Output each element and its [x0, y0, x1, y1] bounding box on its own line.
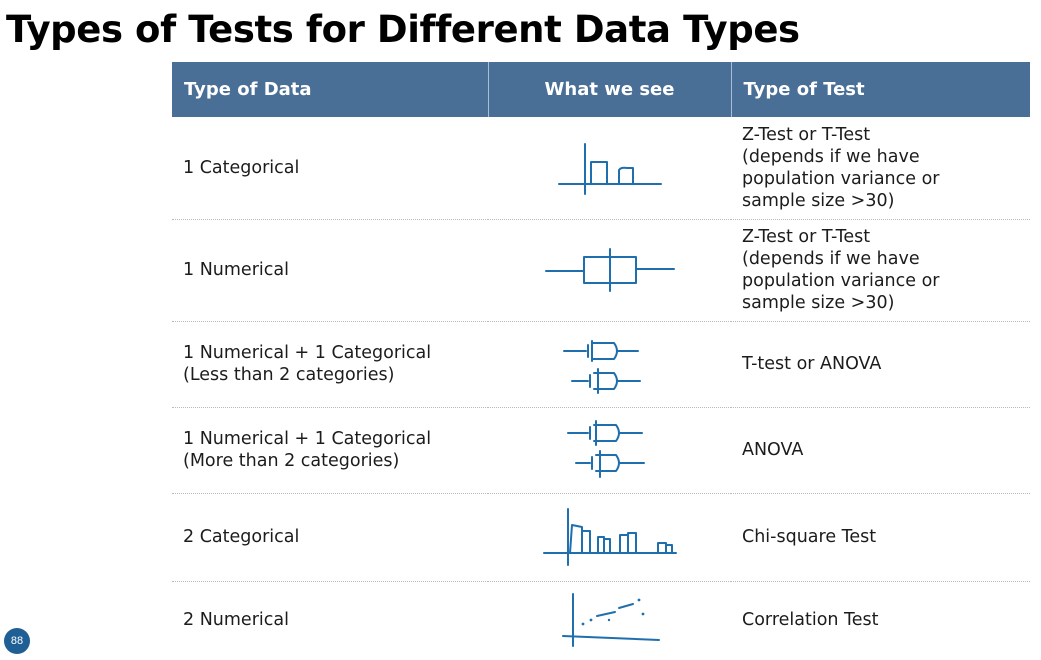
sketch-cell: [488, 581, 731, 659]
tests-table-container: Type of Data What we see Type of Test 1 …: [172, 62, 1030, 659]
header-what-we-see: What we see: [488, 62, 732, 117]
grouped-bar-sketch-icon: [542, 508, 677, 566]
table-row: 2 Numerical Correlation Test: [172, 581, 1030, 659]
test-cell: Z-Test or T-Test (depends if we have pop…: [731, 117, 1030, 220]
table-row: 1 Numerical + 1 Categorical (More than 2…: [172, 407, 1030, 494]
data-type-cell: 1 Numerical + 1 Categorical (Less than 2…: [172, 321, 488, 408]
sketch-cell: [488, 219, 731, 322]
table-row: 1 Numerical + 1 Categorical (Less than 2…: [172, 321, 1030, 408]
two-boxplots-sketch-icon: [566, 420, 645, 478]
table-header-row: Type of Data What we see Type of Test: [172, 62, 1030, 117]
bar-chart-sketch-icon: [557, 142, 662, 195]
sketch-cell: [488, 321, 731, 408]
test-cell: Correlation Test: [742, 610, 879, 631]
scatter-sketch-icon: [561, 593, 660, 648]
test-cell: ANOVA: [731, 407, 1030, 494]
page-number-badge: 88: [4, 628, 30, 654]
sketch-cell: [488, 117, 731, 220]
sketch-cell: [488, 407, 731, 494]
table-row: 1 Categorical Z-Test or T-Test (depends …: [172, 117, 1030, 220]
table-row: 2 Categorical Chi-squa: [172, 493, 1030, 582]
two-boxplots-sketch-icon: [562, 340, 641, 394]
sketch-cell: [488, 493, 731, 582]
slide-title: Types of Tests for Different Data Types: [6, 8, 800, 51]
data-type-cell: 1 Numerical: [172, 219, 488, 322]
data-type-cell: 1 Categorical: [172, 117, 488, 220]
header-type-of-test: Type of Test: [731, 62, 1030, 117]
data-type-cell: 1 Numerical + 1 Categorical (More than 2…: [172, 407, 488, 494]
test-cell: Chi-square Test: [731, 493, 1030, 582]
test-cell: Z-Test or T-Test (depends if we have pop…: [731, 219, 1030, 322]
tests-table: Type of Data What we see Type of Test 1 …: [172, 62, 1030, 659]
test-cell: T-test or ANOVA: [731, 321, 1030, 408]
boxplot-sketch-icon: [544, 248, 675, 292]
data-type-cell: 2 Numerical: [183, 610, 289, 631]
header-type-of-data: Type of Data: [172, 62, 489, 117]
table-row: 1 Numerical Z-Test or T-Test (depends if…: [172, 219, 1030, 322]
data-type-cell: 2 Categorical: [172, 493, 488, 582]
